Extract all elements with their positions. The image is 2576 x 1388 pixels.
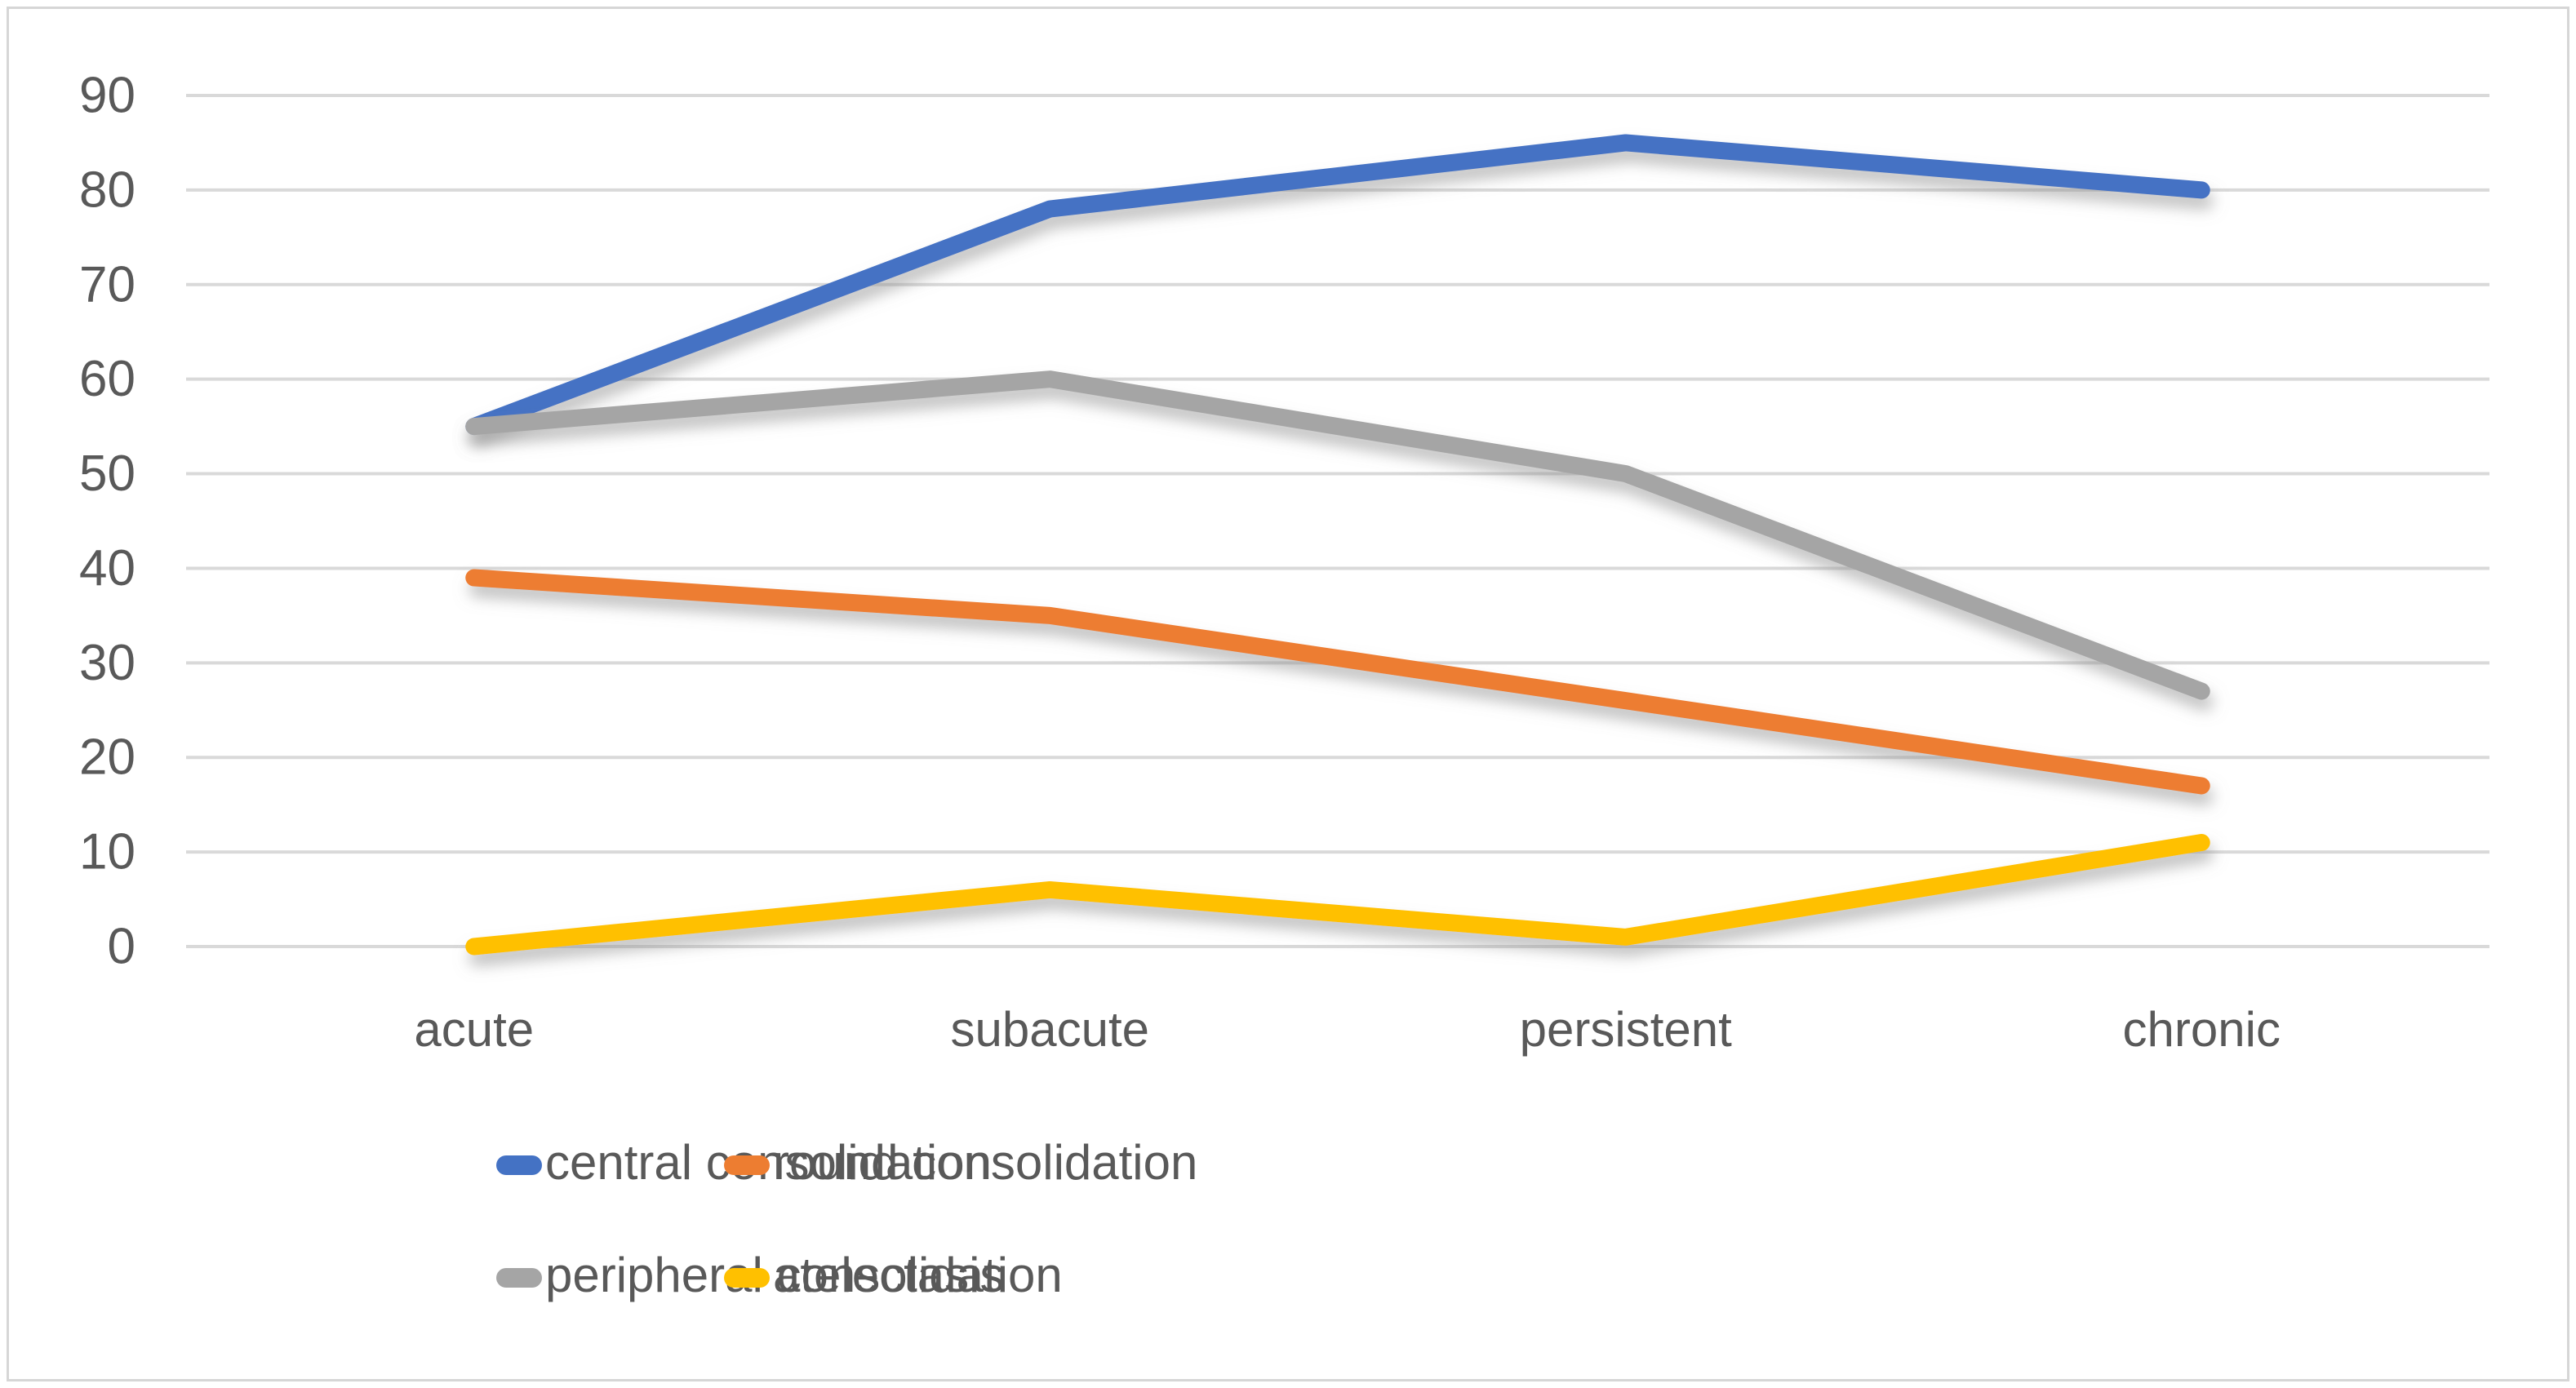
x-axis-label-chronic: chronic xyxy=(2123,1002,2281,1057)
y-axis-label-90: 90 xyxy=(79,68,135,124)
y-axis-label-40: 40 xyxy=(79,540,135,596)
series-line-round-consolidation xyxy=(465,569,2210,795)
y-axis-label-70: 70 xyxy=(79,256,135,313)
x-axis-label-persistent: persistent xyxy=(1520,1002,1732,1057)
legend-swatch-central-consolidation xyxy=(496,1155,542,1175)
y-axis-label-30: 30 xyxy=(79,635,135,691)
y-axis-label-50: 50 xyxy=(79,446,135,502)
y-axis-label-0: 0 xyxy=(108,919,135,975)
y-axis-label-80: 80 xyxy=(79,162,135,218)
legend-swatch-peripheral-consolidation xyxy=(496,1268,542,1288)
legend-label-peripheral-consolidation: peripheral consolidation xyxy=(545,1248,1063,1302)
x-axis-label-subacute: subacute xyxy=(950,1002,1149,1057)
legend-swatch-atelectasis xyxy=(724,1268,770,1288)
y-axis-label-20: 20 xyxy=(79,729,135,786)
y-axis-label-60: 60 xyxy=(79,351,135,407)
legend-label-round-consolidation: round consolidation xyxy=(773,1135,1197,1190)
series-line-peripheral-consolidation xyxy=(465,370,2210,700)
y-axis-label-10: 10 xyxy=(79,824,135,880)
legend-swatch-round-consolidation xyxy=(724,1155,770,1175)
x-axis-label-acute: acute xyxy=(414,1002,534,1057)
legend-label-atelectasis: atelectasis xyxy=(773,1248,1004,1302)
series-line-central-consolidation xyxy=(465,134,2210,436)
series-line-atelectasis xyxy=(465,834,2210,956)
